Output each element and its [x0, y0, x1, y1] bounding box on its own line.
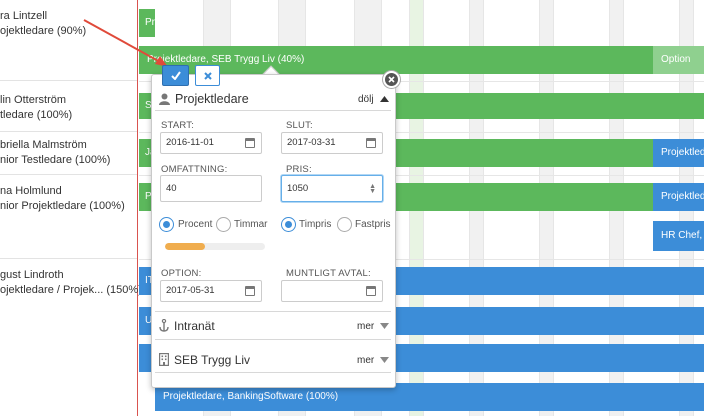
allocation-progress — [165, 243, 265, 250]
section-title-project: Intranät — [174, 319, 215, 333]
assignment-bar-selected[interactable]: Projektledare, SEB Trygg Liv (40%) — [139, 46, 653, 74]
end-label: SLUT: — [286, 120, 313, 131]
allocation-progress-fill — [165, 243, 205, 250]
radio-percent-label: Procent — [178, 219, 213, 230]
divider — [155, 372, 391, 373]
divider — [155, 311, 391, 312]
start-date-value: 2016-11-01 — [166, 137, 214, 148]
end-date-input[interactable]: 2017-03-31 — [281, 132, 383, 154]
person-row[interactable]: briella Malmström nior Testledare (100%) — [0, 132, 137, 175]
person-name: gust Lindroth — [0, 269, 64, 281]
check-icon — [170, 71, 181, 81]
divider — [155, 339, 391, 340]
radio-fixed-price[interactable] — [337, 217, 352, 232]
option-bar[interactable]: Option — [653, 46, 704, 74]
calendar-icon[interactable] — [245, 286, 255, 296]
spinner-icon[interactable]: ▲ ▼ — [369, 183, 376, 195]
caret-up-icon[interactable] — [380, 96, 389, 102]
assignment-editor-popup — [151, 74, 396, 388]
scope-input[interactable]: 40 — [160, 175, 262, 202]
radio-hourly-rate[interactable] — [281, 217, 296, 232]
verbal-agreement-input[interactable] — [281, 280, 383, 302]
person-row[interactable]: na Holmlund nior Projektledare (100%) — [0, 175, 137, 259]
assignment-bar[interactable]: Projektleda — [653, 183, 704, 211]
assignment-bar[interactable]: Projektleda — [653, 139, 704, 167]
close-icon — [388, 76, 395, 83]
calendar-icon[interactable] — [366, 138, 376, 148]
assignment-bar[interactable]: HR Chef, B — [653, 221, 704, 251]
assignment-bar[interactable]: Pr — [139, 9, 155, 37]
radio-fixed-price-label: Fastpris — [355, 219, 391, 230]
divider — [155, 110, 391, 111]
anchor-icon — [159, 319, 169, 332]
row-line — [139, 259, 704, 260]
popup-close-button[interactable] — [383, 71, 400, 88]
radio-hours-label: Timmar — [234, 219, 268, 230]
person-role: nior Testledare (100%) — [0, 154, 111, 166]
people-list: ra Lintzell ojektledare (90%) lin Otters… — [0, 0, 142, 416]
section-title-role: Projektledare — [175, 92, 249, 106]
confirm-button[interactable] — [162, 65, 189, 86]
section-title-client: SEB Trygg Liv — [174, 353, 251, 367]
person-role: nior Projektledare (100%) — [0, 200, 125, 212]
row-line — [139, 175, 704, 176]
person-row[interactable]: ra Lintzell ojektledare (90%) — [0, 0, 137, 81]
start-date-input[interactable]: 2016-11-01 — [160, 132, 262, 154]
radio-percent[interactable] — [159, 217, 174, 232]
person-name: briella Malmström — [0, 139, 87, 151]
cancel-button[interactable] — [195, 65, 220, 86]
option-date-input[interactable]: 2017-05-31 — [160, 280, 262, 302]
hide-toggle[interactable]: dölj — [358, 94, 374, 105]
row-line — [139, 81, 704, 82]
radio-hours[interactable] — [216, 217, 231, 232]
more-toggle[interactable]: mer — [357, 321, 375, 332]
price-label: PRIS: — [286, 164, 312, 175]
start-label: START: — [161, 120, 195, 131]
option-label: OPTION: — [161, 268, 202, 279]
close-icon — [203, 72, 212, 80]
caret-down-icon[interactable] — [380, 357, 389, 363]
calendar-icon[interactable] — [245, 138, 255, 148]
option-date-value: 2017-05-31 — [166, 285, 215, 296]
more-toggle[interactable]: mer — [357, 355, 375, 366]
person-role: tledare (100%) — [0, 109, 73, 121]
row-line — [139, 132, 704, 133]
gantt-grid: Pr Projektledare, SEB Trygg Liv (40%) Op… — [139, 0, 704, 416]
price-value: 1050 — [287, 183, 309, 194]
building-icon — [159, 353, 169, 366]
user-icon — [159, 93, 170, 105]
person-row[interactable]: lin Otterström tledare (100%) — [0, 81, 137, 132]
person-row[interactable]: gust Lindroth ojektledare / Projek... (1… — [0, 259, 142, 416]
person-name: na Holmlund — [0, 185, 62, 197]
person-name: ra Lintzell — [0, 10, 48, 22]
end-date-value: 2017-03-31 — [287, 137, 336, 148]
scope-value: 40 — [166, 183, 177, 194]
person-role: ojektledare / Projek... (150%) — [0, 284, 142, 296]
caret-down-icon[interactable] — [380, 323, 389, 329]
verbal-agreement-label: MUNTLIGT AVTAL: — [286, 268, 371, 279]
person-name: lin Otterström — [0, 94, 67, 106]
calendar-icon[interactable] — [366, 286, 376, 296]
person-role: ojektledare (90%) — [0, 25, 87, 37]
radio-hourly-rate-label: Timpris — [299, 219, 332, 230]
price-input[interactable]: 1050 ▲ ▼ — [281, 175, 383, 202]
scope-label: OMFATTNING: — [161, 164, 228, 175]
